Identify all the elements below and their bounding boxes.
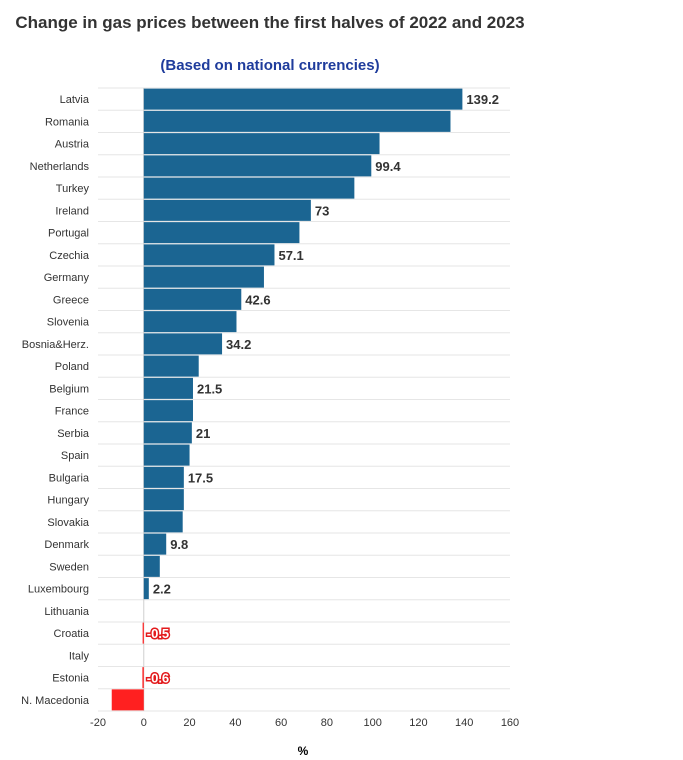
chart-subtitle: (Based on national currencies) — [160, 57, 380, 74]
bar — [143, 222, 300, 244]
category-label: Serbia — [57, 428, 90, 440]
category-label: Romania — [45, 116, 90, 128]
x-axis-ticks: -20 0 20 40 60 80 100 120 140 160 — [90, 717, 519, 729]
x-tick-label: -20 — [90, 717, 106, 729]
bar — [142, 667, 144, 689]
category-label: Austria — [55, 139, 90, 151]
category-label: Sweden — [49, 561, 89, 573]
data-label: 21 — [196, 426, 210, 441]
bar — [143, 288, 242, 310]
category-label: Italy — [69, 650, 90, 662]
bar — [143, 199, 311, 221]
x-axis-label: % — [298, 744, 309, 758]
x-tick-label: 140 — [455, 717, 473, 729]
chart-title: Change in gas prices between the first h… — [15, 13, 525, 32]
data-label: -0.6 — [147, 671, 169, 686]
x-tick-label: 40 — [229, 717, 241, 729]
x-tick-label: 120 — [409, 717, 427, 729]
x-tick-label: 0 — [141, 717, 147, 729]
category-label: Latvia — [60, 94, 90, 106]
bar — [143, 244, 275, 266]
data-label: 34.2 — [226, 337, 251, 352]
x-tick-label: 60 — [275, 717, 287, 729]
category-label: Lithuania — [44, 606, 90, 618]
data-label: 42.6 — [245, 292, 270, 307]
category-label: Poland — [55, 361, 89, 373]
bar — [142, 622, 144, 644]
category-label: Ireland — [55, 205, 89, 217]
data-label: 17.5 — [188, 470, 213, 485]
category-label: Germany — [44, 272, 90, 284]
category-label: Turkey — [56, 183, 90, 195]
data-label: 57.1 — [278, 248, 303, 263]
category-label: Bosnia&Herz. — [22, 339, 89, 351]
grid-lines — [98, 87, 510, 712]
bar — [143, 355, 199, 377]
category-label: Greece — [53, 294, 89, 306]
data-label: 2.2 — [153, 582, 171, 597]
bar — [143, 133, 380, 155]
category-labels: Latvia Romania Austria Netherlands Turkey Ire… — [21, 94, 90, 707]
x-tick-label: 80 — [321, 717, 333, 729]
data-label: 73 — [315, 203, 329, 218]
bar — [143, 377, 193, 399]
bar — [143, 177, 355, 199]
category-label: Belgium — [49, 383, 89, 395]
category-label: Spain — [61, 450, 89, 462]
category-label: Netherlands — [30, 161, 90, 173]
category-label: Luxembourg — [28, 584, 89, 596]
x-tick-label: 100 — [363, 717, 381, 729]
bar — [143, 489, 184, 511]
data-label: 9.8 — [170, 537, 188, 552]
bar — [111, 689, 144, 711]
bar — [143, 555, 160, 577]
category-label: Denmark — [44, 539, 89, 551]
data-label: 139.2 — [466, 92, 499, 107]
bar — [143, 110, 451, 132]
category-label: N. Macedonia — [21, 695, 90, 707]
bar — [143, 155, 372, 177]
category-label: Bulgaria — [49, 472, 90, 484]
category-label: Slovakia — [47, 517, 89, 529]
bar — [143, 88, 463, 110]
category-label: Czechia — [49, 250, 90, 262]
bar — [143, 533, 167, 555]
bars — [111, 88, 463, 711]
category-label: Slovenia — [47, 317, 90, 329]
data-labels: 139.2 99.4 73 57.1 42.6 34.2 21.5 21 17.5 9.8 2.2 -… — [145, 92, 499, 687]
bar — [143, 511, 183, 533]
bar — [143, 578, 149, 600]
x-tick-label: 160 — [501, 717, 519, 729]
data-label: 99.4 — [375, 159, 401, 174]
category-label: Estonia — [52, 673, 90, 685]
bar — [143, 333, 223, 355]
category-label: Croatia — [54, 628, 90, 640]
bar — [143, 444, 190, 466]
data-label: -0.5 — [147, 626, 169, 641]
category-label: Portugal — [48, 228, 89, 240]
bar — [143, 422, 192, 444]
bar — [143, 400, 193, 422]
bar — [143, 266, 264, 288]
data-label: 21.5 — [197, 381, 222, 396]
x-tick-label: 20 — [183, 717, 195, 729]
bar — [143, 311, 237, 333]
category-label: Hungary — [47, 495, 89, 507]
category-label: France — [55, 406, 89, 418]
bar — [143, 466, 184, 488]
